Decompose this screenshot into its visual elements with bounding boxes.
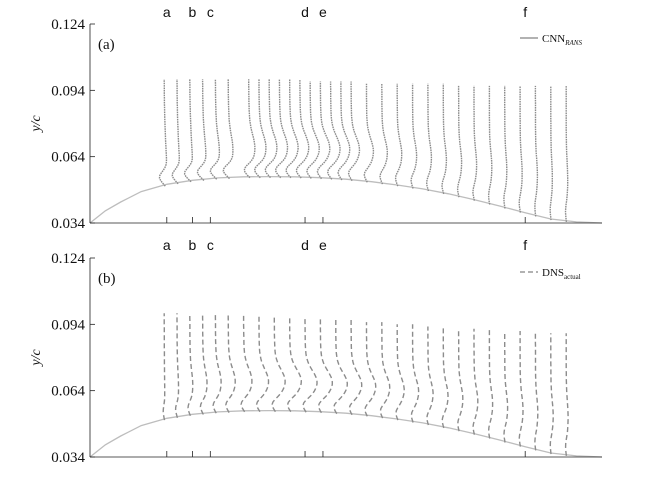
station-label-f: f (523, 237, 527, 253)
velocity-profile-21 (410, 83, 418, 189)
velocity-profile-9 (264, 79, 278, 179)
velocity-profile-29 (534, 85, 539, 217)
velocity-profile-24 (456, 85, 463, 198)
panel-label: (a) (98, 37, 115, 53)
velocity-profile-3 (183, 79, 194, 183)
velocity-profile-24 (503, 331, 509, 443)
velocity-profile-18 (410, 324, 420, 423)
velocity-profile-10 (286, 315, 303, 413)
velocity-profile-30 (549, 85, 553, 221)
station-label-c: c (207, 237, 214, 253)
velocity-profile-2 (174, 313, 180, 418)
station-label-a: a (163, 237, 171, 253)
station-label-e: e (319, 4, 327, 20)
velocity-profile-4 (199, 313, 208, 415)
legend-label-sub: actual (564, 273, 581, 281)
y-axis-label: y/c (29, 115, 44, 134)
y-tick-label: 0.034 (51, 216, 85, 232)
station-label-c: c (207, 4, 214, 20)
velocity-profile-12 (295, 79, 310, 179)
velocity-profile-13 (333, 319, 349, 415)
velocity-profile-28 (518, 85, 523, 213)
velocity-profile-6 (225, 313, 236, 413)
station-label-d: d (301, 237, 309, 253)
velocity-profile-25 (518, 331, 524, 447)
legend-label: CNNRANS (542, 33, 582, 47)
velocity-profile-31 (564, 85, 569, 222)
velocity-profile-8 (255, 315, 270, 413)
velocity-profile-22 (425, 83, 433, 192)
legend-label: DNSactual (542, 267, 581, 281)
velocity-profile-5 (212, 313, 222, 414)
velocity-profile-21 (457, 328, 464, 432)
velocity-profile-11 (302, 317, 318, 413)
y-tick-label: 0.064 (51, 384, 85, 400)
velocity-profile-26 (534, 331, 539, 451)
velocity-profile-14 (316, 81, 331, 180)
station-label-b: b (189, 4, 197, 20)
velocity-profile-19 (426, 326, 434, 426)
y-tick-label: 0.124 (51, 17, 85, 33)
velocity-profile-20 (394, 83, 403, 187)
velocity-profile-12 (317, 317, 333, 414)
legend-label-main: CNN (542, 33, 565, 45)
velocity-profile-17 (347, 81, 361, 182)
velocity-profile-6 (222, 79, 234, 180)
velocity-profile-23 (441, 83, 448, 195)
velocity-profile-16 (337, 81, 351, 181)
velocity-profile-16 (379, 322, 391, 419)
y-tick-label: 0.064 (51, 150, 85, 166)
y-axis-label: y/c (29, 349, 44, 368)
y-tick-label: 0.094 (51, 83, 85, 99)
velocity-profile-15 (326, 81, 341, 180)
velocity-profile-27 (503, 85, 508, 209)
station-label-d: d (301, 4, 309, 20)
velocity-profile-20 (441, 326, 449, 429)
panel-b: 0.034 0.064 0.094 0.124 a b c d e f y/c (b) DNSactua… (29, 237, 603, 466)
velocity-profile-11 (285, 79, 299, 179)
panel-label: (b) (98, 271, 116, 287)
station-label-f: f (523, 4, 527, 20)
y-tick-label: 0.094 (51, 317, 85, 333)
velocity-profile-19 (379, 83, 388, 185)
airfoil-surface-line (89, 409, 603, 458)
velocity-profile-25 (472, 85, 478, 201)
y-tick-label: 0.034 (51, 450, 85, 466)
velocity-profile-3 (187, 313, 194, 417)
velocity-profile-7 (240, 313, 253, 413)
y-tick-label: 0.124 (51, 251, 85, 267)
velocity-profile-8 (253, 79, 267, 179)
velocity-profile-14 (348, 319, 363, 416)
velocity-profile-27 (549, 333, 554, 455)
velocity-profile-10 (274, 79, 289, 179)
legend-label-main: DNS (542, 267, 564, 279)
velocity-profile-23 (487, 328, 494, 439)
velocity-profile-4 (196, 79, 207, 181)
velocity-profile-1 (162, 313, 166, 421)
panel-a: 0.034 0.064 0.094 0.124 a b c d e f y/c (a) CNNRANS (29, 4, 603, 232)
station-label-e: e (319, 237, 327, 253)
velocity-profile-9 (271, 315, 286, 413)
velocity-profile-1 (158, 79, 168, 187)
station-label-a: a (163, 4, 171, 20)
velocity-profile-2 (171, 79, 181, 185)
velocity-profile-22 (472, 328, 479, 435)
velocity-profile-5 (209, 79, 221, 180)
velocity-profile-17 (395, 324, 405, 421)
velocity-profile-15 (364, 322, 377, 417)
airfoil-surface-line (89, 175, 603, 224)
velocity-profile-7 (243, 79, 256, 179)
velocity-profile-26 (487, 85, 493, 205)
station-label-b: b (189, 237, 197, 253)
velocity-profile-13 (306, 81, 320, 179)
velocity-profile-18 (363, 83, 375, 183)
legend-label-sub: RANS (564, 39, 582, 47)
velocity-profile-28 (564, 333, 569, 456)
